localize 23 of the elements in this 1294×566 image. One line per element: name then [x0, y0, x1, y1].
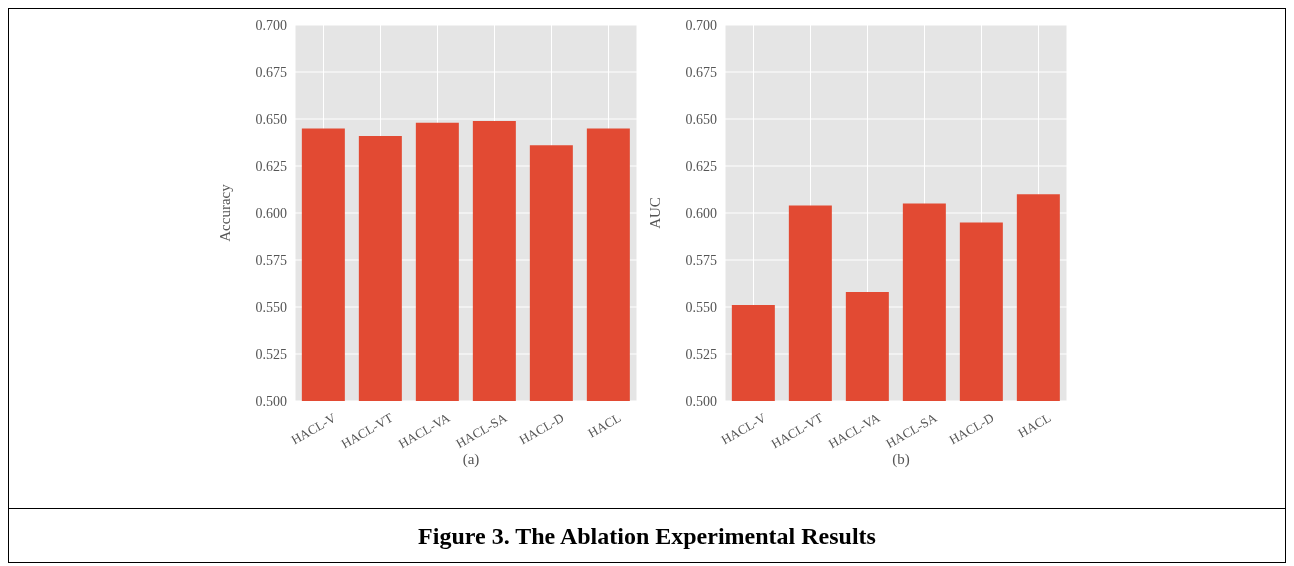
y-tick-label: 0.650	[255, 111, 287, 127]
y-tick-label: 0.575	[255, 252, 287, 268]
y-tick-label: 0.625	[685, 158, 717, 174]
y-tick-label: 0.600	[685, 205, 717, 221]
x-axis-title: (b)	[892, 451, 910, 467]
y-tick-label: 0.600	[255, 205, 287, 221]
y-axis-title: Accuracy	[217, 183, 234, 242]
y-tick-label: 0.550	[255, 299, 287, 315]
x-axis-title: (a)	[462, 451, 480, 467]
y-tick-label: 0.675	[255, 64, 287, 80]
y-tick-label: 0.575	[685, 252, 717, 268]
y-tick-label: 0.500	[255, 393, 287, 409]
y-tick-label: 0.700	[255, 17, 287, 33]
y-tick-label: 0.500	[685, 393, 717, 409]
y-tick-label: 0.700	[685, 17, 717, 33]
y-tick-label: 0.625	[255, 158, 287, 174]
y-tick-label: 0.525	[255, 346, 287, 362]
caption: Figure 3. The Ablation Experimental Results	[417, 523, 877, 550]
y-axis-title: AUC	[647, 197, 664, 229]
y-tick-label: 0.525	[685, 346, 717, 362]
y-tick-label: 0.675	[685, 64, 717, 80]
y-tick-label: 0.650	[685, 111, 717, 127]
y-tick-label: 0.550	[685, 299, 717, 315]
